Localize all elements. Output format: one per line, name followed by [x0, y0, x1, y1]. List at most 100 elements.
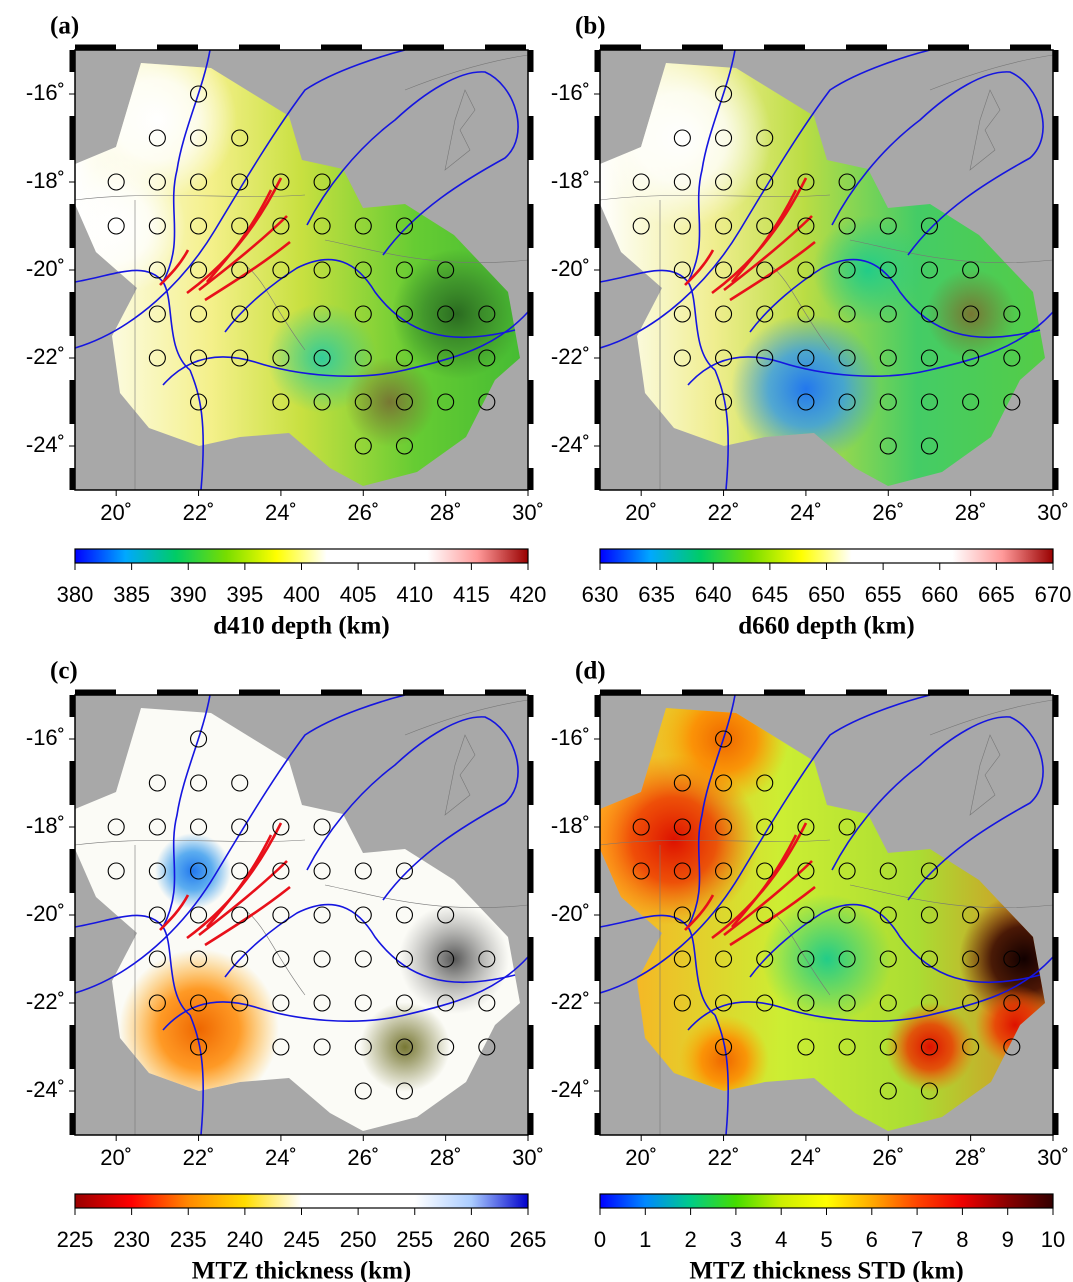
colorbar-tick-label: 670: [1035, 582, 1072, 607]
station: [920, 393, 939, 411]
colorbar-tick-label: 385: [113, 582, 150, 607]
station: [231, 217, 249, 235]
station: [395, 950, 414, 968]
colorbar-tick-label: 9: [1002, 1227, 1014, 1252]
station: [673, 862, 691, 880]
station: [189, 1038, 208, 1056]
colorbar-tick-label: 390: [170, 582, 207, 607]
station: [714, 906, 733, 924]
station: [797, 217, 815, 235]
station: [1003, 349, 1021, 367]
station: [395, 393, 414, 411]
station: [797, 862, 815, 880]
station: [437, 261, 455, 279]
colorbar-tick-label: 1: [639, 1227, 651, 1252]
station: [756, 818, 774, 836]
colorbar: [74, 1193, 529, 1209]
station: [838, 217, 856, 235]
station: [437, 393, 455, 411]
y-tick-label: -22˚: [551, 989, 590, 1014]
station: [231, 261, 249, 279]
station: [437, 305, 455, 323]
x-tick-label: 30˚: [1037, 1145, 1069, 1170]
x-tick-label: 22˚: [183, 500, 215, 525]
colorbar-tick-label: 630: [582, 582, 619, 607]
station: [714, 774, 733, 792]
x-tick-label: 20˚: [100, 1145, 132, 1170]
y-tick-label: -24˚: [26, 432, 65, 457]
station: [714, 261, 733, 279]
station: [797, 818, 815, 836]
station: [714, 950, 733, 968]
x-tick-label: 26˚: [872, 1145, 904, 1170]
station: [714, 85, 733, 103]
station: [313, 261, 331, 279]
station: [107, 818, 125, 836]
station: [673, 129, 691, 147]
x-tick-label: 20˚: [625, 500, 657, 525]
y-tick-label: -16˚: [26, 80, 65, 105]
station: [714, 393, 733, 411]
station: [354, 994, 372, 1012]
station: [354, 950, 372, 968]
colorbar-tick-label: 655: [865, 582, 902, 607]
colorbar-tick-label: 265: [510, 1227, 547, 1252]
station: [272, 906, 290, 924]
station: [189, 85, 208, 103]
station: [632, 818, 650, 836]
station: [437, 1038, 455, 1056]
station: [797, 950, 815, 968]
station: [313, 1038, 331, 1056]
station: [756, 217, 774, 235]
station: [313, 349, 331, 367]
station: [714, 1038, 733, 1056]
panel-label: (d): [575, 658, 606, 685]
station: [797, 173, 815, 191]
x-tick-label: 20˚: [100, 500, 132, 525]
station: [756, 950, 774, 968]
x-tick-label: 30˚: [512, 1145, 544, 1170]
colorbar-label: d410 depth (km): [213, 613, 389, 640]
station: [189, 994, 208, 1012]
station: [920, 1038, 939, 1056]
station: [148, 774, 166, 792]
station: [148, 217, 166, 235]
colorbar-tick-label: 400: [283, 582, 320, 607]
station: [272, 994, 290, 1012]
station: [395, 994, 414, 1012]
station: [189, 730, 208, 748]
station: [395, 437, 414, 455]
station: [354, 1038, 372, 1056]
y-tick-label: -16˚: [551, 725, 590, 750]
y-tick-label: -24˚: [551, 432, 590, 457]
station: [313, 994, 331, 1012]
panel-label: (a): [50, 13, 79, 40]
colorbar-tick-label: 665: [978, 582, 1015, 607]
station: [354, 1082, 372, 1100]
station: [632, 173, 650, 191]
station: [962, 305, 980, 323]
station: [879, 994, 897, 1012]
station: [395, 217, 414, 235]
station: [838, 173, 856, 191]
station: [632, 217, 650, 235]
station: [879, 393, 897, 411]
panel: (d) 20˚ 22˚ 24˚ 26˚ 28˚ 30˚ -16˚ -18˚ -20˚ -22˚ -24…: [551, 658, 1069, 1282]
y-tick-label: -18˚: [551, 813, 590, 838]
x-tick-label: 22˚: [183, 1145, 215, 1170]
station: [354, 349, 372, 367]
station: [437, 994, 455, 1012]
station: [478, 950, 496, 968]
station: [673, 774, 691, 792]
station: [354, 393, 372, 411]
station: [673, 173, 691, 191]
colorbar-tick-label: 2: [684, 1227, 696, 1252]
colorbar-tick-label: 420: [510, 582, 547, 607]
station: [107, 173, 125, 191]
station: [395, 862, 414, 880]
station: [148, 994, 166, 1012]
colorbar-tick-label: 8: [956, 1227, 968, 1252]
station: [962, 393, 980, 411]
x-tick-label: 26˚: [347, 500, 379, 525]
station: [920, 950, 939, 968]
